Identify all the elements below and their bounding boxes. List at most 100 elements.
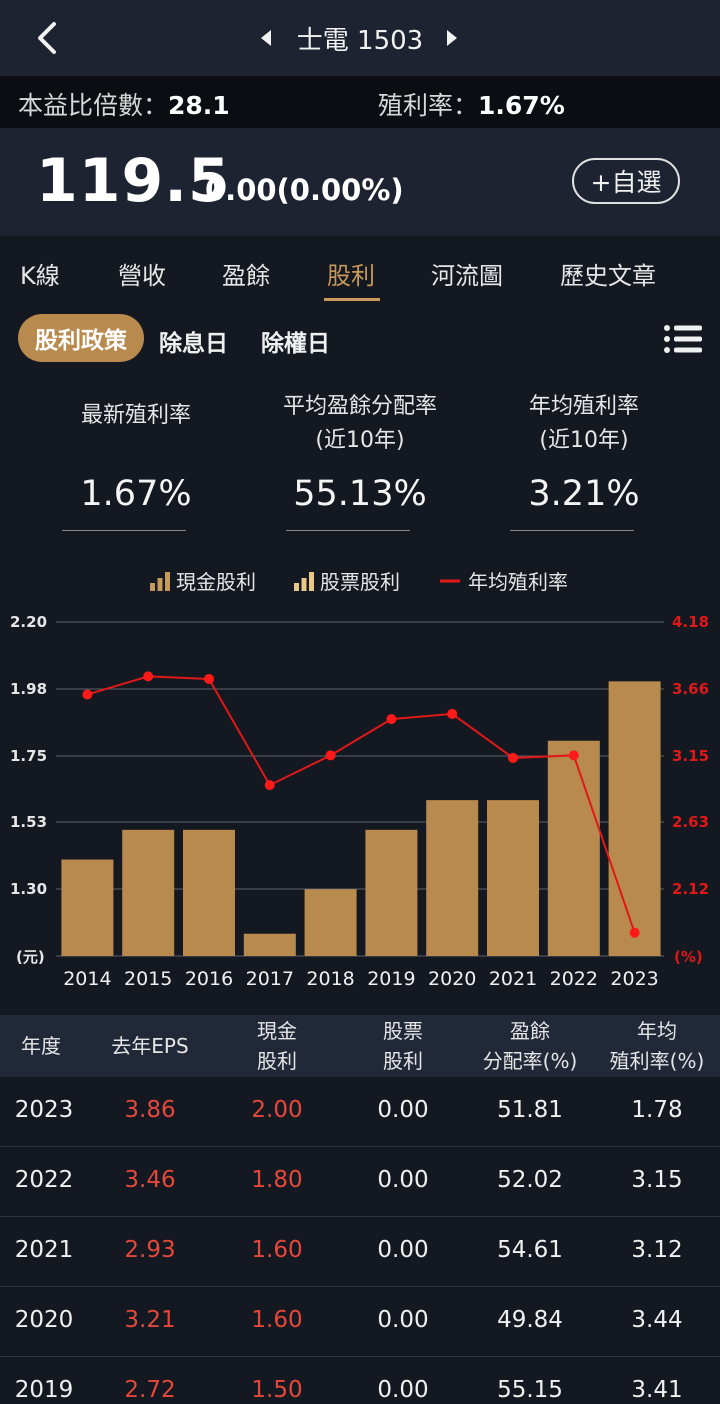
y-left-tick-label: 1.30 (10, 880, 47, 898)
legend-label: 年均殖利率 (468, 570, 568, 594)
sub-tabs: 股利政策 除息日 除權日 (0, 306, 720, 370)
bar-cash-dividend (487, 800, 539, 956)
line-legend-icon (440, 579, 460, 582)
yield-point (447, 708, 458, 719)
stat-value: 3.21% (528, 474, 640, 514)
cell-stock-dividend: 0.00 (377, 1167, 429, 1193)
yield-point (508, 752, 518, 763)
stat-value: 1.67% (80, 474, 192, 514)
pe-label: 本益比倍數： (18, 91, 169, 120)
cell-payout-ratio: 51.81 (497, 1097, 563, 1123)
y-left-tick-label: 1.98 (10, 680, 47, 698)
x-tick-label: 2017 (246, 968, 294, 990)
cell-annual-yield: 3.15 (631, 1167, 683, 1193)
y-left-unit-label: (元) (16, 948, 45, 966)
tab-history-articles[interactable]: 歷史文章 (560, 262, 656, 290)
tab-kline[interactable]: K線 (20, 262, 60, 290)
bar-cash-dividend (183, 829, 235, 956)
yield-point (568, 750, 579, 761)
legend-stock-dividend[interactable]: 股票股利 (292, 566, 400, 595)
table-row[interactable]: 2023 3.86 2.00 0.00 51.81 1.78 (0, 1077, 720, 1147)
cell-year: 2020 (14, 1307, 74, 1333)
back-arrow-icon[interactable] (30, 18, 66, 58)
tab-dividend[interactable]: 股利 (327, 262, 375, 290)
cell-cash-dividend: 1.80 (251, 1167, 303, 1193)
subtab-ex-rights-date[interactable]: 除權日 (261, 331, 330, 357)
yield-point (204, 673, 214, 684)
bar-cash-dividend (304, 889, 357, 956)
x-tick-label: 2014 (63, 968, 111, 990)
main-tabs: K線 營收 盈餘 股利 河流圖 歷史文章 (0, 236, 720, 306)
yield-point (386, 714, 397, 725)
x-tick-label: 2023 (610, 968, 658, 990)
cell-cash-dividend: 2.00 (251, 1097, 303, 1123)
y-right-tick-label: 2.12 (672, 880, 709, 898)
yield-value: 1.67% (478, 91, 565, 120)
tab-earnings[interactable]: 盈餘 (222, 262, 270, 290)
stat-divider (510, 530, 634, 531)
subtab-ex-dividend-date[interactable]: 除息日 (159, 331, 228, 357)
yield-line-path (87, 675, 636, 934)
valuation-bar: 本益比倍數：28.1 殖利率：1.67% (0, 76, 720, 128)
dividend-chart: 2.20 4.18 1.98 3.66 1.75 3.15 1.53 2.63 1.30 2.12… (10, 613, 709, 990)
pe-value: 28.1 (168, 91, 230, 120)
y-right-tick-label: 4.18 (672, 613, 709, 631)
table-row[interactable]: 2019 2.72 1.50 0.00 55.15 3.41 (0, 1357, 720, 1404)
stat-subtitle: (近10年) (539, 428, 629, 453)
add-watchlist-button[interactable]: +自選 (572, 158, 680, 204)
subtab-dividend-policy[interactable]: 股利政策 (18, 314, 144, 362)
cell-payout-ratio: 54.61 (497, 1237, 563, 1263)
stat-value: 55.13% (293, 474, 427, 514)
bar-chart-icon (294, 571, 314, 591)
tab-revenue[interactable]: 營收 (118, 262, 166, 290)
table-row[interactable]: 2020 3.21 1.60 0.00 49.84 3.44 (0, 1287, 720, 1357)
stat-latest-yield: 最新殖利率 1.67% (36, 390, 236, 531)
previous-stock-icon[interactable] (258, 28, 274, 48)
legend-label: 現金股利 (176, 570, 256, 594)
yield-label: 殖利率： (378, 91, 479, 120)
cell-annual-yield: 3.44 (631, 1307, 683, 1333)
table-header: 年度 去年EPS 現金 股利 股票 股利 盈餘 分配率(%) 年均 殖利率(%) (0, 1015, 720, 1077)
bar-cash-dividend (61, 859, 114, 956)
col-header-cash-dividend: 現金 股利 (257, 1019, 297, 1073)
bar-chart-icon (150, 571, 170, 591)
yield-point (143, 671, 154, 682)
x-tick-label: 2015 (124, 968, 172, 990)
table-row[interactable]: 2021 2.93 1.60 0.00 54.61 3.12 (0, 1217, 720, 1287)
list-menu-icon[interactable] (664, 324, 702, 354)
legend-label: 股票股利 (320, 570, 400, 594)
stat-avg-payout-ratio: 平均盈餘分配率 (近10年) 55.13% (260, 390, 460, 531)
table-row[interactable]: 2022 3.46 1.80 0.00 52.02 3.15 (0, 1147, 720, 1217)
cell-eps: 3.46 (124, 1167, 176, 1193)
x-tick-label: 2022 (550, 968, 598, 990)
price-change: 0.00(0.00%) (205, 173, 404, 207)
dividend-yield: 殖利率：1.67% (378, 86, 565, 122)
bar-cash-dividend (365, 829, 418, 956)
yield-point (325, 750, 336, 761)
x-tick-label: 2016 (185, 968, 233, 990)
cell-year: 2019 (14, 1377, 74, 1403)
pe-ratio: 本益比倍數：28.1 (18, 86, 230, 122)
x-tick-label: 2018 (306, 968, 354, 990)
cell-eps: 2.72 (124, 1377, 176, 1403)
y-right-tick-label: 2.63 (672, 813, 709, 831)
col-header-eps: 去年EPS (111, 1034, 189, 1058)
stock-title: 士電 1503 (296, 26, 424, 56)
bar-cash-dividend (547, 740, 600, 956)
stat-avg-annual-yield: 年均殖利率 (近10年) 3.21% (484, 390, 684, 531)
bar-cash-dividend (426, 800, 479, 956)
col-header-year: 年度 (21, 1034, 61, 1058)
legend-cash-dividend[interactable]: 現金股利 (148, 566, 256, 595)
cell-eps: 2.93 (124, 1237, 176, 1263)
stat-divider (62, 530, 186, 531)
price-bar: 119.5 0.00(0.00%) +自選 (0, 128, 720, 236)
yield-point (629, 927, 640, 938)
stat-title: 平均盈餘分配率 (282, 394, 437, 419)
next-stock-icon[interactable] (444, 28, 460, 48)
stat-divider (286, 530, 410, 531)
col-header-payout-ratio: 盈餘 分配率(%) (482, 1019, 578, 1073)
current-price: 119.5 (36, 146, 231, 216)
legend-annual-yield[interactable]: 年均殖利率 (438, 566, 568, 595)
cell-payout-ratio: 49.84 (497, 1307, 563, 1333)
tab-river-chart[interactable]: 河流圖 (431, 262, 503, 290)
